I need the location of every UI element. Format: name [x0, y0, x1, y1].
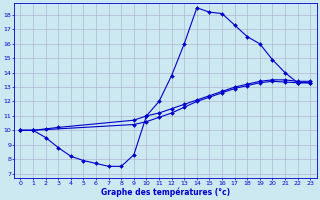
X-axis label: Graphe des températures (°c): Graphe des températures (°c) — [101, 187, 230, 197]
